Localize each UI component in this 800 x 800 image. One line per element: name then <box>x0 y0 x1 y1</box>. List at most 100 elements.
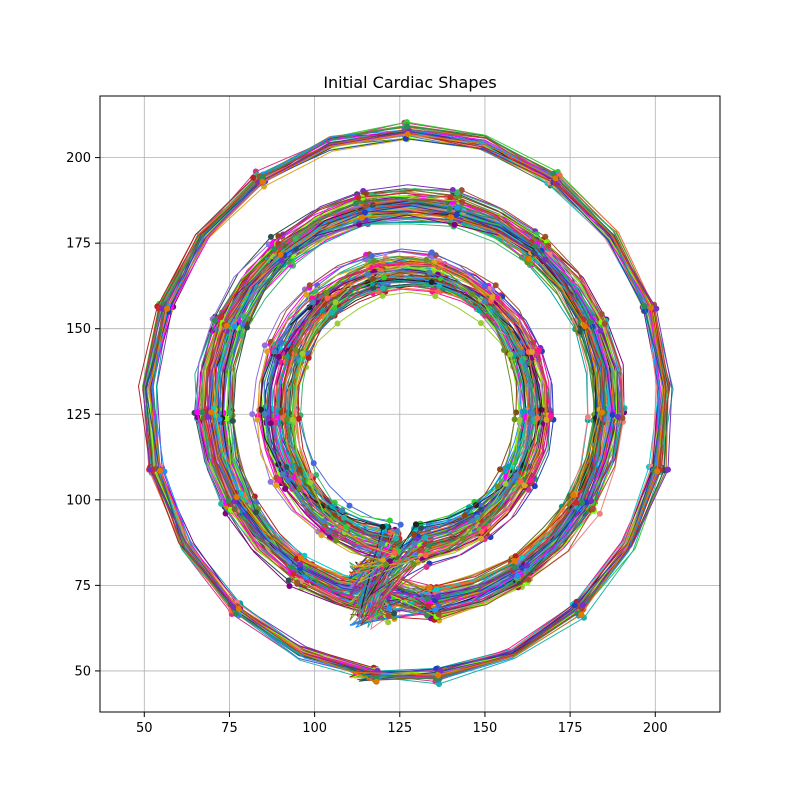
data-point <box>224 322 230 329</box>
data-point <box>306 304 313 311</box>
data-point <box>435 672 442 679</box>
data-point <box>446 205 453 212</box>
data-point <box>525 576 532 583</box>
data-point <box>609 411 616 418</box>
data-point <box>502 480 509 487</box>
data-point <box>516 416 523 423</box>
data-point <box>306 282 313 289</box>
data-point <box>277 251 284 258</box>
data-point <box>307 472 314 479</box>
data-point <box>648 304 654 311</box>
data-point <box>538 406 545 413</box>
data-point <box>383 561 390 568</box>
data-point <box>581 323 588 330</box>
data-point <box>292 235 299 242</box>
data-point <box>473 502 479 509</box>
data-point <box>531 483 538 490</box>
data-point <box>483 530 490 537</box>
data-point <box>380 557 386 564</box>
data-point <box>297 554 304 561</box>
data-point <box>381 274 388 281</box>
data-point <box>492 282 499 289</box>
data-point <box>334 320 341 327</box>
data-point <box>481 298 488 305</box>
data-point <box>614 413 621 420</box>
y-tick-label: 100 <box>66 493 91 508</box>
data-point <box>379 540 386 547</box>
data-point <box>428 279 435 286</box>
data-point <box>411 540 418 547</box>
data-point <box>619 415 626 422</box>
series-line <box>152 125 666 680</box>
data-point <box>252 509 259 516</box>
data-point <box>428 249 435 256</box>
data-point <box>424 595 431 602</box>
data-point <box>423 256 430 263</box>
data-point <box>379 292 386 299</box>
y-tick-label: 50 <box>74 664 91 679</box>
shape-series <box>208 213 605 591</box>
shape-series <box>204 216 621 601</box>
data-point <box>494 295 500 301</box>
data-point <box>362 209 368 216</box>
data-point <box>216 416 223 423</box>
data-point <box>271 246 278 253</box>
data-point <box>194 409 201 416</box>
data-point <box>451 221 458 228</box>
y-tick-label: 200 <box>66 151 91 166</box>
data-point <box>233 494 240 500</box>
data-point <box>403 123 410 130</box>
data-point <box>370 258 377 265</box>
data-point <box>232 610 239 617</box>
data-point <box>517 478 524 485</box>
data-point <box>379 285 386 292</box>
x-tick-label: 75 <box>221 721 238 736</box>
data-point <box>282 485 289 492</box>
data-point <box>278 257 285 264</box>
data-point <box>343 524 350 531</box>
y-tick-label: 150 <box>66 322 91 337</box>
data-point <box>267 478 274 485</box>
data-point <box>402 135 409 142</box>
data-point <box>259 174 266 181</box>
data-point <box>301 286 308 293</box>
data-point <box>597 327 604 334</box>
data-point <box>355 194 362 201</box>
data-point <box>386 517 393 524</box>
data-point <box>552 175 559 182</box>
data-point <box>433 586 440 593</box>
data-point <box>295 415 302 422</box>
data-point <box>424 273 430 280</box>
data-point <box>333 537 340 544</box>
data-point <box>454 189 461 196</box>
data-point <box>275 240 282 247</box>
data-point <box>436 681 442 687</box>
data-point <box>332 299 339 306</box>
data-point <box>257 406 264 413</box>
data-point <box>217 314 224 321</box>
data-point <box>550 170 557 177</box>
data-point <box>576 505 582 512</box>
data-point <box>478 535 485 542</box>
data-point <box>292 347 299 353</box>
data-point <box>368 253 375 259</box>
data-point <box>589 506 596 513</box>
data-point <box>525 486 532 493</box>
data-point <box>545 242 552 249</box>
data-point <box>321 518 327 525</box>
data-point <box>259 178 266 185</box>
data-point <box>453 211 460 218</box>
data-point <box>329 503 336 510</box>
data-point <box>261 342 268 349</box>
data-point <box>341 529 348 536</box>
data-point <box>507 351 514 358</box>
series-line <box>142 131 673 673</box>
data-point <box>394 528 401 535</box>
data-point <box>370 276 377 282</box>
data-point <box>513 472 520 479</box>
data-point <box>431 259 438 266</box>
data-point <box>264 257 271 263</box>
data-point <box>459 535 466 542</box>
data-point <box>596 510 603 517</box>
data-point <box>271 348 278 355</box>
